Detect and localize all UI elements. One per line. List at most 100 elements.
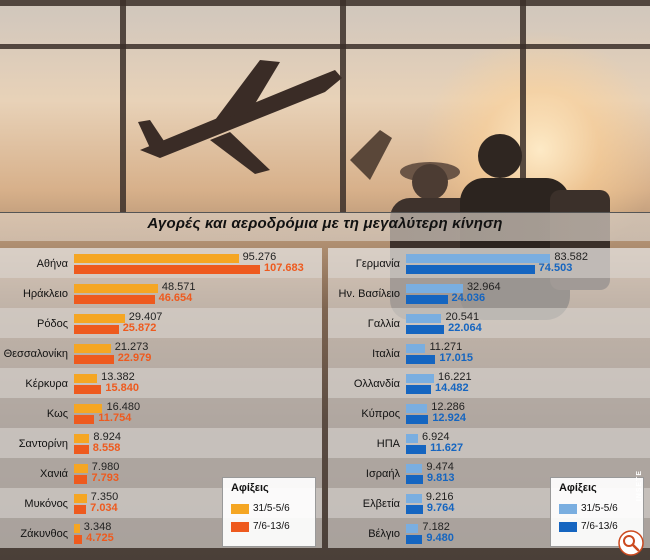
- bar-week-1: [74, 284, 158, 293]
- chart-row: Κέρκυρα 13.382 15.840: [0, 368, 322, 398]
- bar-week-1: [74, 524, 80, 533]
- legend-label: 31/5-5/6: [253, 503, 290, 514]
- legend-swatch: [559, 504, 577, 514]
- category-label: Ελβετία: [362, 498, 400, 510]
- bar-week-1: [74, 434, 90, 443]
- bar-week-1: [406, 344, 426, 353]
- legend-title: Αφίξεις: [231, 482, 269, 494]
- bar-week-1: [406, 524, 419, 533]
- value-label-week-1: 9.216: [425, 491, 454, 503]
- value-label-week-2: 22.979: [117, 352, 152, 364]
- category-label: Ισραήλ: [365, 468, 400, 480]
- bar-week-2: [74, 385, 102, 394]
- value-label-week-1: 7.182: [422, 521, 450, 533]
- bar-week-1: [406, 404, 428, 413]
- value-label-week-1: 32.964: [466, 281, 501, 293]
- category-label: Χανιά: [40, 468, 68, 480]
- value-label-week-1: 95.276: [242, 251, 277, 263]
- chart-row: Κως 16.480 11.754: [0, 398, 322, 428]
- origin-markets-panel: Γερμανία 83.582 74.503 Ην. Βασίλειο 32.964 24…: [328, 245, 650, 560]
- value-label-week-1: 3.348: [83, 521, 112, 533]
- value-label-week-1: 7.980: [91, 461, 120, 473]
- greek-airports-panel: Αθήνα 95.276 107.683 Ηράκλειο 48.571 46.654 Ρό…: [0, 245, 322, 560]
- value-label-week-2: 17.015: [439, 352, 474, 364]
- category-label: Κύπρος: [361, 408, 400, 420]
- bar-week-2: [406, 475, 423, 484]
- legend-swatch: [231, 522, 249, 532]
- zoom-icon[interactable]: [618, 530, 644, 556]
- category-label: Θεσσαλονίκη: [3, 348, 68, 360]
- chart-row: Ολλανδία 16.221 14.482: [328, 368, 650, 398]
- value-label-week-1: 7.350: [90, 491, 119, 503]
- value-label-week-2: 74.503: [538, 262, 573, 274]
- chart-row: Σαντορίνη 8.924 8.558: [0, 428, 322, 458]
- bar-week-1: [74, 464, 88, 473]
- bar-week-1: [74, 344, 111, 353]
- value-label-week-1: 83.582: [554, 251, 589, 263]
- value-label-week-1: 16.221: [438, 371, 472, 383]
- value-label-week-2: 8.558: [92, 442, 121, 454]
- legend-swatch: [231, 504, 249, 514]
- window-frame-top: [0, 0, 650, 6]
- category-label: Ην. Βασίλειο: [338, 288, 400, 300]
- category-label: Γαλλία: [367, 318, 400, 330]
- value-label-week-1: 13.382: [101, 371, 135, 383]
- bar-week-2: [74, 445, 89, 454]
- legend-swatch: [559, 522, 577, 532]
- bar-week-2: [406, 415, 429, 424]
- value-label-week-2: 9.480: [426, 532, 454, 544]
- chart-row: Ηράκλειο 48.571 46.654: [0, 278, 322, 308]
- category-label: Αθήνα: [36, 258, 68, 270]
- chart-row: Κύπρος 12.286 12.924: [328, 398, 650, 428]
- bar-week-1: [406, 464, 423, 473]
- chart-row: Ην. Βασίλειο 32.964 24.036: [328, 278, 650, 308]
- bar-week-1: [74, 404, 103, 413]
- value-label-week-1: 9.474: [426, 461, 454, 473]
- bar-week-2: [406, 385, 431, 394]
- title-band: [0, 212, 650, 241]
- category-label: Ιταλία: [372, 348, 400, 360]
- category-label: Βέλγιο: [368, 528, 400, 540]
- bar-week-2: [406, 505, 423, 514]
- value-label-week-1: 48.571: [161, 281, 196, 293]
- legend-label: 31/5-5/6: [581, 503, 618, 514]
- value-label-week-1: 6.924: [421, 431, 450, 443]
- bar-week-1: [406, 314, 442, 323]
- bar-week-2: [406, 325, 445, 334]
- bar-week-2: [406, 265, 535, 274]
- bar-week-1: [74, 314, 125, 323]
- bar-week-1: [406, 434, 418, 443]
- value-label-week-1: 29.407: [128, 311, 163, 323]
- category-label: Γερμανία: [355, 258, 400, 270]
- category-label: Ρόδος: [37, 318, 68, 330]
- window-frame-mid: [0, 44, 650, 49]
- legend-label: 7/6-13/6: [253, 521, 290, 532]
- bar-week-1: [406, 254, 551, 263]
- window-mullion-1: [120, 0, 126, 212]
- category-label: Ζάκυνθος: [20, 528, 68, 540]
- value-label-week-2: 11.754: [98, 412, 132, 424]
- value-label-week-2: 7.034: [90, 502, 118, 514]
- bar-week-1: [406, 494, 422, 503]
- value-label-week-2: 46.654: [158, 292, 193, 304]
- bar-week-2: [406, 355, 436, 364]
- legend-title: Αφίξεις: [559, 482, 597, 494]
- chart-title: Αγορές και αεροδρόμια με τη μεγαλύτερη κ…: [147, 215, 503, 232]
- value-label-week-2: 4.725: [86, 532, 114, 544]
- airplane-icon: [138, 60, 342, 174]
- value-label-week-2: 12.924: [432, 412, 466, 424]
- chart-row: Θεσσαλονίκη 21.273 22.979: [0, 338, 322, 368]
- value-label-week-2: 24.036: [451, 292, 486, 304]
- category-label: Μυκόνος: [24, 498, 68, 510]
- category-label: ΗΠΑ: [376, 438, 400, 450]
- value-label-week-1: 11.271: [429, 341, 463, 353]
- chart-row: Αθήνα 95.276 107.683: [0, 248, 322, 278]
- chart-row: Γαλλία 20.541 22.064: [328, 308, 650, 338]
- value-label-week-2: 9.764: [426, 502, 455, 514]
- chart-row: Ιταλία 11.271 17.015: [328, 338, 650, 368]
- category-label: Σαντορίνη: [18, 438, 68, 450]
- value-label-week-2: 7.793: [91, 472, 119, 484]
- bar-week-2: [406, 445, 427, 454]
- value-label-week-1: 21.273: [114, 341, 149, 353]
